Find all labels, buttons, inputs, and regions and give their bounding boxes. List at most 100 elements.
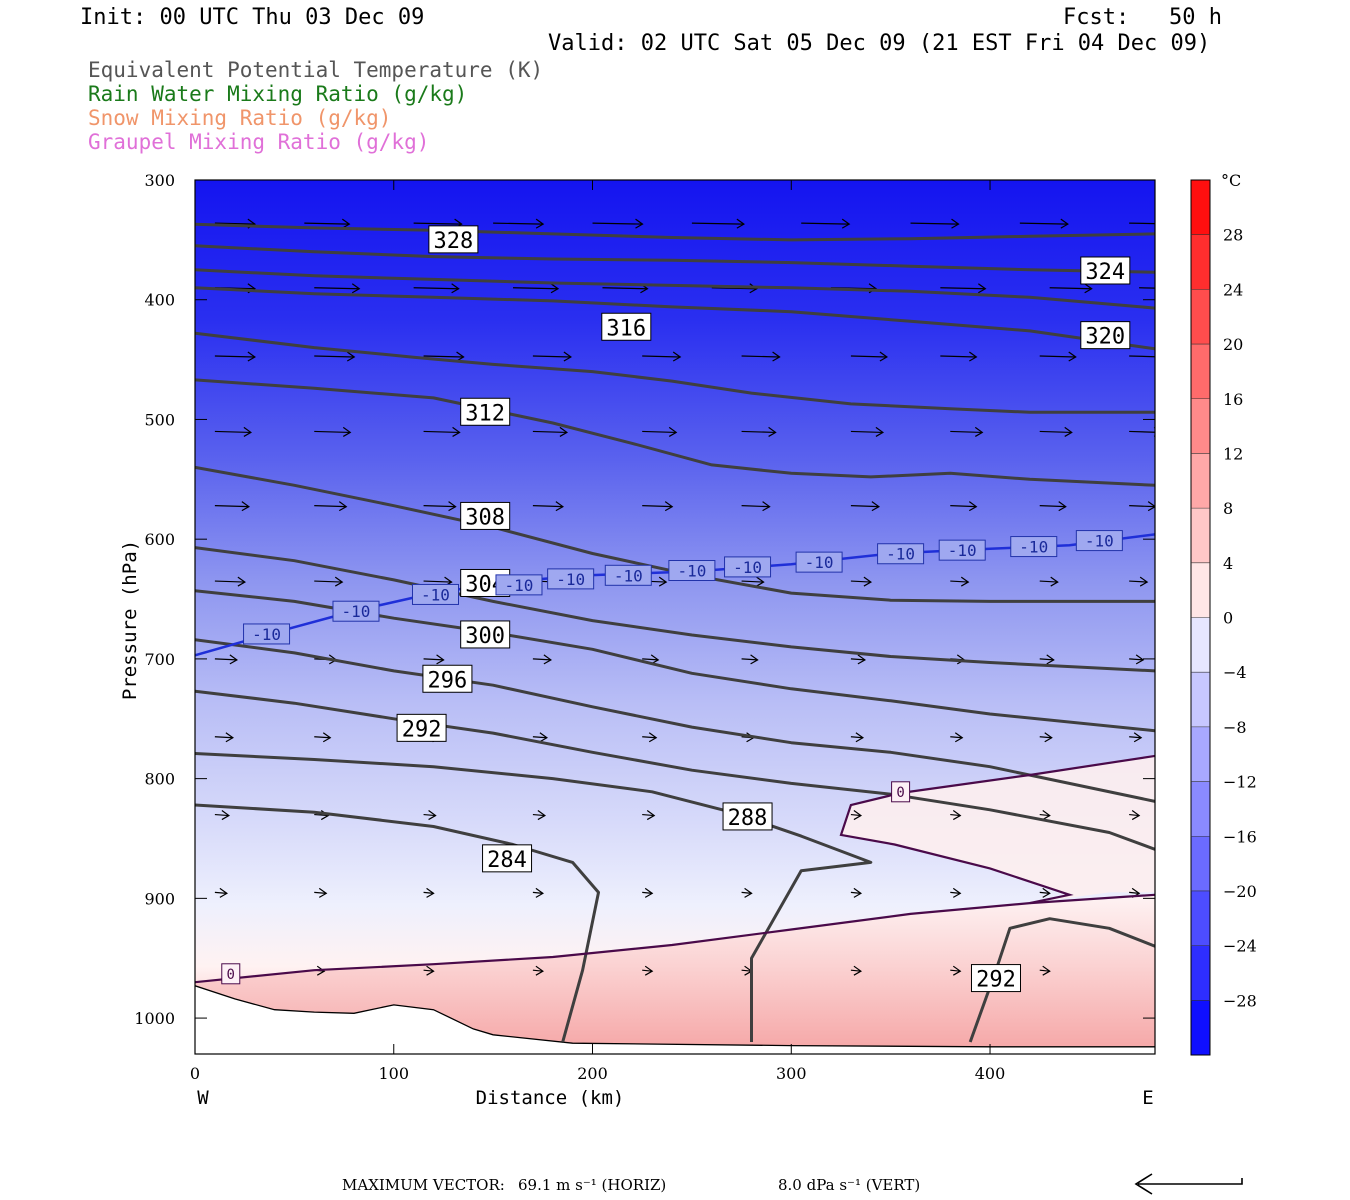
wind-vector: [741, 576, 765, 587]
isotherm-label: -10: [342, 602, 371, 621]
wind-vector: [850, 654, 867, 665]
wind-vector: [314, 351, 356, 362]
wind-vector: [642, 810, 656, 821]
wind-vector: [304, 218, 351, 229]
isotherm-label-box: [1010, 536, 1058, 558]
wind-vector: [850, 426, 885, 437]
wind-vector: [214, 426, 252, 437]
wind-vector: [423, 810, 437, 821]
wind-vector: [642, 501, 674, 512]
wind-vector: [532, 965, 544, 976]
theta-e-label-box: [460, 501, 511, 530]
isotherm-label: -10: [614, 566, 643, 585]
theta-e-contour: [195, 465, 1155, 603]
theta-e-label: 316: [606, 316, 646, 341]
isotherm-label-box: [724, 556, 772, 578]
x-tick-label: 200: [577, 1064, 608, 1083]
wind-vector: [910, 218, 960, 229]
wind-vector: [532, 351, 572, 362]
theta-e-label: 308: [465, 505, 505, 530]
theta-e-label-box: [482, 844, 533, 873]
theta-e-label-box: [460, 620, 511, 649]
colorbar-tick-label: −28: [1223, 991, 1257, 1010]
terrain-fill: [195, 985, 1155, 1054]
theta-e-label: 292: [976, 968, 1016, 993]
isotherm-zero: [839, 754, 1155, 905]
wind-vector: [642, 426, 678, 437]
wind-vector: [642, 732, 658, 743]
wind-vector: [423, 965, 435, 976]
wind-vector: [1129, 355, 1155, 358]
colorbar-segment: [1191, 398, 1210, 454]
wind-vector: [850, 965, 863, 976]
colorbar-segment: [1191, 672, 1210, 728]
isotherm-label: -10: [1085, 532, 1114, 551]
wind-vector: [642, 351, 682, 362]
theta-e-contour: [195, 222, 1155, 242]
isotherm-label: -10: [948, 541, 977, 560]
wind-vector: [850, 887, 863, 898]
theta-e-contour: [195, 244, 1155, 274]
footer-vert: 8.0 dPa s⁻¹ (VERT): [778, 1176, 921, 1194]
colorbar-tick-label: −16: [1223, 827, 1257, 846]
wind-vector: [1129, 576, 1149, 587]
wind-vector: [1129, 222, 1155, 225]
theta-e-label: 300: [465, 624, 505, 649]
colorbar-segment: [1191, 945, 1210, 1001]
wind-vector: [214, 576, 246, 587]
wind-vector: [413, 283, 460, 294]
wind-vector: [214, 732, 234, 743]
theta-e-contour: [195, 689, 1155, 851]
wind-vector: [741, 654, 759, 665]
wind-vector: [314, 283, 361, 294]
wind-vector: [950, 576, 970, 587]
wind-vector: [711, 283, 758, 294]
footer-max-vector: MAXIMUM VECTOR:: [342, 1176, 505, 1194]
wind-vector: [314, 426, 352, 437]
isotherm-label-box: [332, 600, 380, 622]
wind-vector: [1039, 654, 1055, 665]
wind-vector: [314, 887, 328, 898]
isotherm-label: -10: [421, 585, 450, 604]
wind-vector: [1039, 576, 1059, 587]
isotherm-label: -10: [677, 562, 706, 581]
wind-vector: [532, 810, 546, 821]
theta-e-label: 320: [1085, 325, 1125, 350]
isotherm-label-box: [668, 560, 716, 582]
theta-e-label-box: [422, 664, 473, 693]
wind-vector: [1039, 501, 1067, 512]
wind-vector: [314, 576, 344, 587]
wind-vector: [214, 887, 228, 898]
colorbar-segment: [1191, 617, 1210, 673]
wind-vector: [850, 576, 873, 587]
wind-vector: [741, 426, 777, 437]
y-tick-label: 500: [144, 410, 175, 429]
colorbar-tick-label: 16: [1223, 390, 1243, 409]
valid-time: Valid: 02 UTC Sat 05 Dec 09 (21 EST Fri …: [548, 31, 1211, 56]
isotherm-zero: [195, 893, 1155, 984]
theta-e-label: 288: [728, 806, 768, 831]
y-tick-label: 600: [144, 530, 175, 549]
colorbar-tick-label: 20: [1223, 335, 1243, 354]
isotherm-label: -10: [252, 625, 281, 644]
y-tick-label: 800: [144, 770, 175, 789]
colorbar-tick-label: 28: [1223, 226, 1243, 245]
wind-vector: [592, 218, 644, 229]
colorbar-segment: [1191, 890, 1210, 947]
wind-vector: [532, 732, 548, 743]
colorbar-tick-label: 8: [1223, 499, 1233, 518]
plot-frame: [194, 179, 1156, 1055]
isotherm-label: -10: [733, 558, 762, 577]
theta-e-contour: [195, 803, 600, 1043]
wind-vector: [1129, 426, 1155, 437]
colorbar-segment: [1191, 781, 1210, 837]
y-tick-label: 700: [144, 650, 175, 669]
theta-e-contour: [195, 378, 1155, 487]
theta-e-contour: [195, 268, 1155, 310]
wind-vector: [1049, 283, 1093, 294]
x-axis-title: Distance (km): [476, 1087, 625, 1109]
wind-vector: [850, 810, 863, 821]
colorbar-tick-label: −20: [1223, 882, 1257, 901]
x-east-label: E: [1142, 1087, 1153, 1109]
wind-vector: [423, 887, 435, 898]
